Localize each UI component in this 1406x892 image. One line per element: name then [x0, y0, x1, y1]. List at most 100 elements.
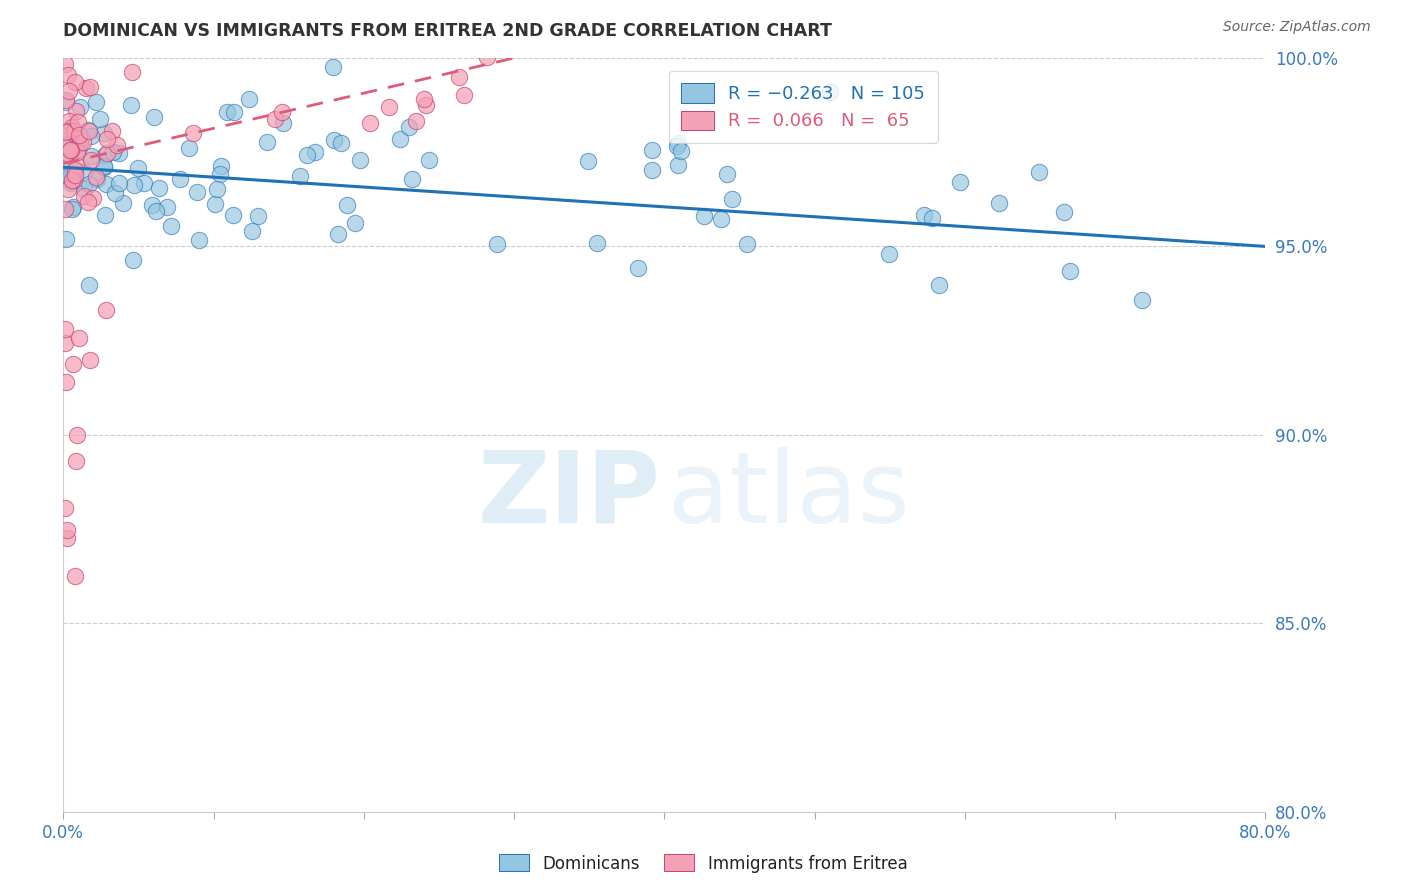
Point [73, 165, 96, 179]
Point [55, 232, 77, 246]
Point [58, 84, 80, 98]
Point [716, 167, 738, 181]
Point [59, 167, 82, 181]
Point [186, 185, 208, 199]
Point [60, 169, 83, 183]
Point [418, 153, 440, 168]
Point [247, 209, 270, 223]
Point [928, 277, 950, 292]
Point [77, 124, 100, 138]
Point [69, 331, 91, 345]
Point [453, 88, 475, 103]
Point [60, 120, 83, 134]
Point [627, 260, 650, 275]
Point [735, 236, 758, 251]
Point [53, 501, 76, 516]
Point [55, 321, 77, 335]
Point [240, 224, 263, 238]
Point [415, 98, 437, 112]
Point [666, 136, 689, 151]
Point [93, 147, 115, 161]
Point [377, 100, 399, 114]
Point [111, 196, 134, 211]
Point [55, 376, 77, 390]
Point [326, 227, 349, 241]
Point [208, 168, 231, 182]
Point [1059, 264, 1081, 278]
Point [62, 358, 84, 372]
Point [204, 196, 226, 211]
Point [322, 60, 344, 74]
Point [53, 336, 76, 351]
Point [93, 159, 115, 173]
Point [66, 115, 89, 129]
Point [65, 162, 87, 177]
Point [59, 177, 82, 191]
Point [63, 569, 86, 583]
Point [912, 208, 935, 222]
Text: DOMINICAN VS IMMIGRANTS FROM ERITREA 2ND GRADE CORRELATION CHART: DOMINICAN VS IMMIGRANTS FROM ERITREA 2ND… [63, 22, 832, 40]
Point [877, 247, 900, 261]
Point [349, 153, 371, 167]
Point [77, 195, 100, 210]
Point [1053, 205, 1076, 219]
Point [89, 112, 111, 126]
Point [65, 454, 87, 468]
Point [288, 169, 311, 183]
Point [80, 129, 103, 144]
Point [66, 145, 89, 159]
Point [100, 124, 122, 138]
Point [101, 145, 124, 159]
Point [238, 92, 260, 106]
Point [921, 211, 943, 225]
Point [56, 169, 79, 183]
Point [69, 136, 91, 150]
Point [60, 143, 83, 157]
Point [79, 153, 101, 167]
Point [398, 120, 420, 134]
Point [59, 169, 82, 184]
Legend: R = −0.263   N = 105, R =  0.066   N =  65: R = −0.263 N = 105, R = 0.066 N = 65 [669, 70, 938, 143]
Text: Source: ZipAtlas.com: Source: ZipAtlas.com [1223, 20, 1371, 34]
Point [66, 428, 89, 442]
Point [297, 148, 319, 162]
Point [122, 178, 145, 192]
Point [344, 216, 367, 230]
Point [79, 178, 101, 192]
Point [69, 100, 91, 114]
Point [107, 177, 129, 191]
Point [56, 146, 79, 161]
Point [641, 163, 664, 178]
Point [72, 135, 94, 149]
Point [94, 178, 117, 192]
Point [93, 126, 115, 140]
Point [62, 173, 84, 187]
Point [475, 50, 498, 64]
Point [53, 140, 76, 154]
Point [142, 110, 165, 124]
Point [69, 136, 91, 151]
Point [1028, 165, 1050, 179]
Point [53, 202, 76, 216]
Point [224, 104, 246, 119]
Point [84, 169, 107, 184]
Point [104, 186, 127, 200]
Point [576, 153, 599, 168]
Point [77, 123, 100, 137]
Text: ZIP: ZIP [478, 447, 661, 543]
Point [77, 278, 100, 293]
Point [169, 171, 191, 186]
Point [84, 95, 107, 110]
Point [264, 112, 287, 127]
Point [256, 136, 278, 150]
Point [1130, 293, 1153, 307]
Point [73, 182, 96, 196]
Point [105, 137, 128, 152]
Point [141, 197, 163, 211]
Point [56, 523, 79, 537]
Text: atlas: atlas [668, 447, 910, 543]
Point [669, 144, 692, 158]
Point [79, 79, 101, 94]
Point [401, 172, 423, 186]
Point [55, 134, 77, 148]
